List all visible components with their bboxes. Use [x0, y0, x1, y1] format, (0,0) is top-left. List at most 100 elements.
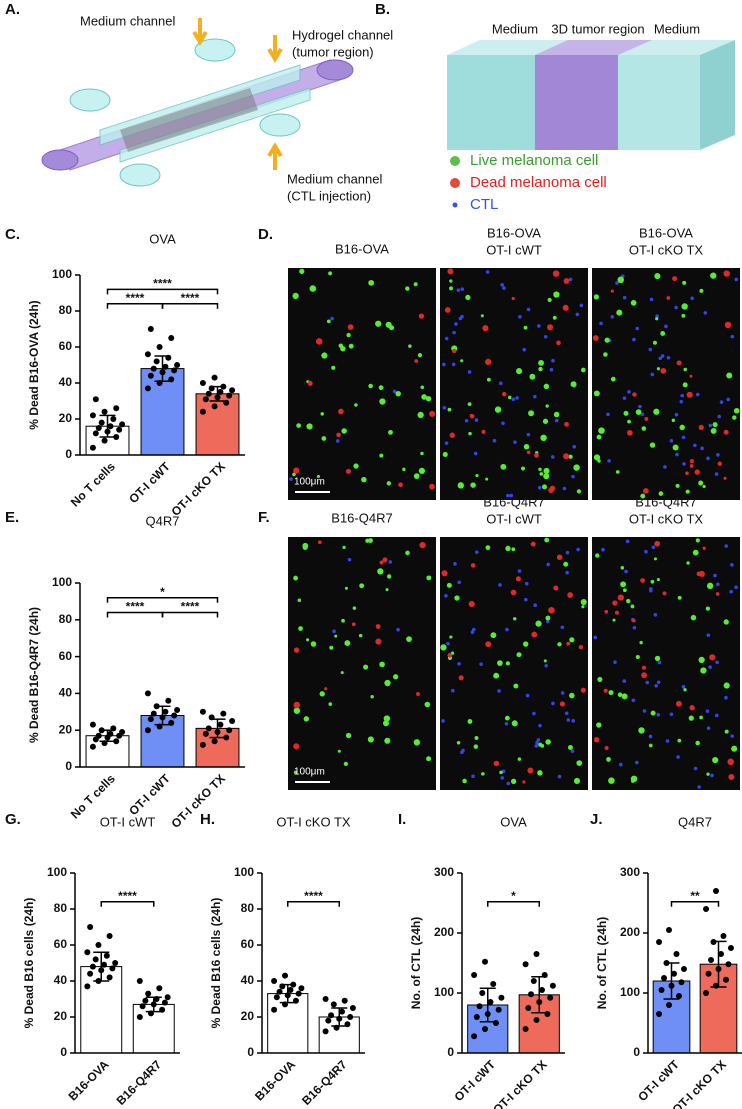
- cell: [695, 740, 700, 746]
- data-point: [271, 1006, 278, 1013]
- cell: [645, 680, 650, 685]
- cell: [576, 489, 582, 494]
- y-tick-label: 0: [247, 1045, 254, 1059]
- cell: [474, 418, 479, 422]
- cell: [560, 703, 564, 707]
- cell: [632, 392, 637, 397]
- cell: [731, 745, 738, 752]
- significance-bracket: [161, 611, 219, 618]
- cell: [724, 321, 732, 329]
- cell: [493, 760, 500, 767]
- cell: [563, 278, 570, 284]
- cell: [346, 332, 351, 338]
- cell: [375, 638, 382, 645]
- cell: [405, 550, 410, 556]
- cell: [468, 600, 475, 608]
- data-point: [95, 942, 102, 948]
- cell: [523, 325, 528, 330]
- cell: [695, 392, 700, 397]
- cell: [723, 429, 729, 435]
- cell: [669, 712, 674, 717]
- cell: [552, 315, 557, 320]
- data-point: [144, 385, 151, 392]
- cell: [675, 452, 679, 457]
- cell: [608, 777, 615, 784]
- cell: [502, 391, 507, 397]
- data-point: [282, 972, 289, 979]
- cell: [622, 396, 627, 400]
- cell: [677, 595, 682, 600]
- cell: [458, 316, 463, 321]
- cell: [485, 270, 490, 274]
- cell: [413, 473, 420, 480]
- x-tick-label: OT-I cWT: [126, 459, 173, 506]
- cell: [315, 338, 323, 345]
- cell: [367, 736, 374, 743]
- cell: [654, 540, 661, 547]
- cell: [424, 701, 431, 708]
- cell: [368, 383, 373, 389]
- x-tick-label: OT-I cKO TX: [168, 771, 227, 830]
- cell: [649, 297, 654, 302]
- cell: [502, 286, 506, 290]
- data-point: [476, 1003, 483, 1010]
- tumor-model: [447, 40, 735, 208]
- cell: [293, 467, 300, 474]
- cell: [689, 705, 695, 711]
- cell: [545, 404, 549, 408]
- data-point: [205, 725, 212, 732]
- cell: [522, 641, 529, 647]
- cell: [654, 273, 661, 280]
- image-title: OT-I cKO TX: [629, 511, 703, 526]
- data-point: [223, 734, 230, 741]
- cell: [334, 634, 338, 638]
- data-point: [156, 985, 163, 992]
- cell: [293, 707, 301, 715]
- cell: [457, 580, 461, 585]
- image-title: OT-I cKO TX: [629, 242, 703, 257]
- cell: [317, 540, 322, 545]
- cell: [648, 743, 653, 748]
- cell: [620, 566, 625, 570]
- cell: [475, 550, 479, 554]
- cell: [623, 410, 629, 416]
- cell: [595, 553, 600, 558]
- data-point: [162, 363, 169, 370]
- cell: [416, 691, 420, 696]
- cell: [494, 406, 502, 413]
- cell: [599, 321, 603, 326]
- y-tick-label: 80: [59, 303, 73, 317]
- arrow: [267, 35, 283, 63]
- cell: [692, 549, 699, 556]
- image-title: B16-Q4R7: [635, 494, 696, 509]
- cell: [425, 396, 432, 402]
- cell: [548, 487, 554, 494]
- cell: [632, 337, 636, 342]
- panel-label: H.: [200, 811, 215, 828]
- panel-label: F.: [258, 509, 270, 526]
- cell: [316, 474, 320, 479]
- cell: [537, 485, 542, 490]
- data-point: [95, 732, 102, 739]
- cell: [529, 373, 536, 380]
- chart-title: Q4R7: [678, 814, 712, 829]
- data-point: [295, 990, 302, 997]
- cell: [504, 715, 510, 721]
- cell: [441, 570, 448, 577]
- data-point: [533, 951, 540, 957]
- cell: [719, 400, 724, 404]
- cell: [447, 407, 452, 412]
- data-point: [471, 1033, 478, 1040]
- data-point: [522, 961, 529, 968]
- cell: [498, 583, 502, 587]
- micrograph: [288, 537, 436, 790]
- cell: [542, 484, 547, 490]
- cell: [454, 595, 460, 601]
- data-point: [666, 1002, 673, 1008]
- data-point: [106, 974, 113, 981]
- legend-label: Dead melanoma cell: [470, 174, 607, 191]
- cell: [386, 574, 392, 579]
- significance-bracket: [161, 303, 219, 309]
- image-title: B16-OVA: [487, 225, 541, 240]
- cell: [658, 491, 664, 496]
